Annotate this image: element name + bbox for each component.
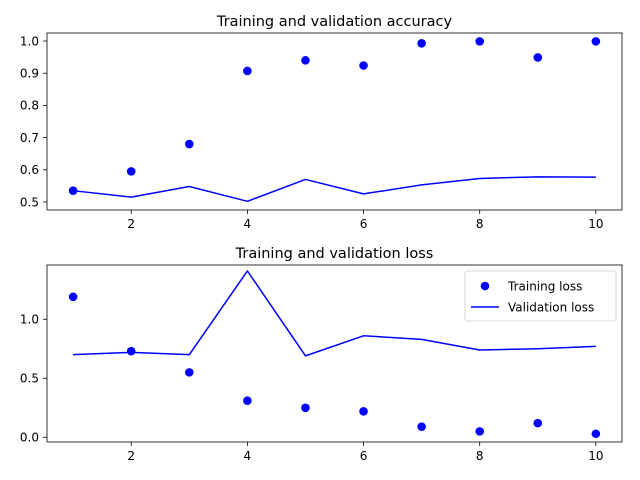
data-point-training-loss [68,292,78,302]
y-tick-label: 0.5 [20,372,39,386]
x-tick-label: 10 [588,449,603,463]
chart-1: Training and validation accuracy 2 4 6 8 10 0.… [20,14,623,231]
data-point-training-acc [68,186,78,195]
data-point-training-loss [243,396,252,406]
data-point-training-acc [591,37,601,46]
y-tick-label: 0.0 [20,431,39,445]
y-tick-label: 0.9 [20,67,39,81]
y-tick-label: 0.6 [20,163,39,177]
data-point-training-loss [184,368,194,377]
legend-marker-points [480,281,490,291]
data-point-training-acc [126,167,136,176]
series-line-validation-loss [73,270,596,357]
data-point-training-loss [591,429,601,439]
series-line-validation-acc [73,176,596,203]
x-tick-label: 4 [244,217,252,231]
x-tick-label: 2 [127,217,135,231]
x-tick-label: 10 [588,217,603,231]
x-tick-label: 6 [360,449,368,463]
legend-label: Training loss [507,279,582,293]
axes-frame [46,264,623,443]
legend: Training loss Validation loss [464,270,617,322]
chart-2: Training and validation loss 2 4 6 8 10 0.0 0.5… [20,246,623,463]
data-point-training-loss [359,407,368,416]
y-tick-label: 1.0 [20,313,39,327]
data-point-training-loss [301,403,310,413]
axes-frame [46,32,623,211]
chart-title: Training and validation loss [235,246,434,262]
chart-title: Training and validation accuracy [216,14,453,30]
data-point-training-acc [301,56,310,65]
data-point-training-acc [243,66,252,76]
y-tick-label: 0.5 [20,195,39,209]
x-tick-label: 8 [476,217,484,231]
x-tick-label: 2 [127,449,135,463]
data-point-training-acc [417,38,426,48]
y-tick-label: 0.8 [20,99,39,113]
data-point-training-acc [475,37,485,46]
data-point-training-loss [475,427,485,436]
y-tick-label: 0.7 [20,131,39,145]
data-point-training-loss [417,422,426,431]
data-point-training-acc [533,53,543,62]
y-tick-label: 1.0 [20,34,39,48]
data-point-training-acc [359,61,368,70]
data-point-training-acc [184,139,194,149]
legend-box [464,270,617,322]
legend-label: Validation loss [508,300,594,314]
x-tick-label: 8 [476,449,484,463]
x-tick-label: 6 [360,217,368,231]
data-point-training-loss [533,418,543,428]
x-tick-label: 4 [244,449,252,463]
data-point-training-loss [126,346,136,356]
